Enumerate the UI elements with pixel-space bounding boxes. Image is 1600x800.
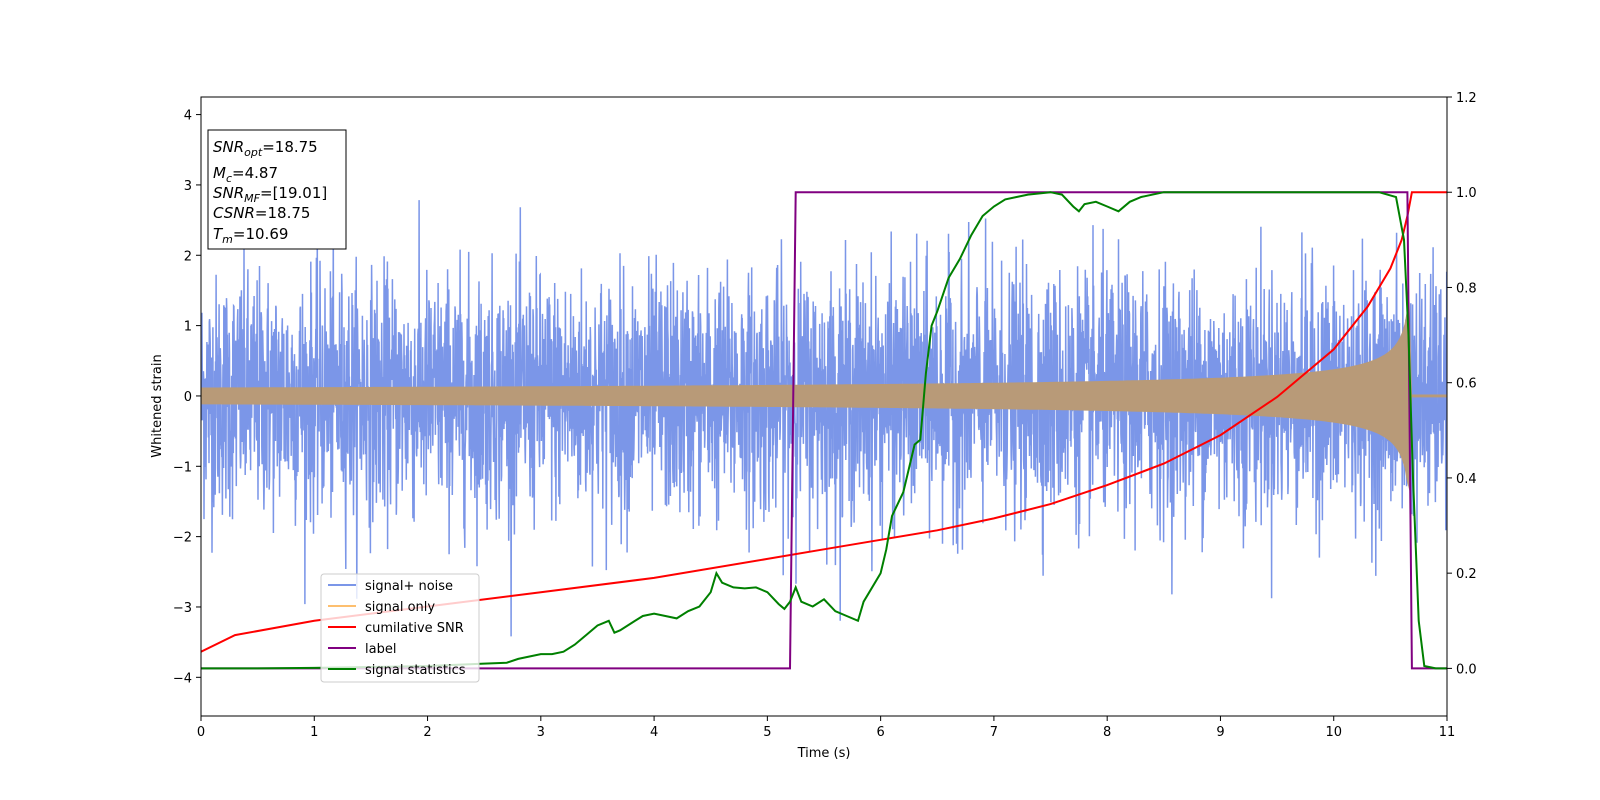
- y-tick-label: 1: [184, 320, 192, 335]
- cumulative-snr-line: [201, 191, 1447, 653]
- y-tick-label: 3: [184, 179, 192, 194]
- y-tick-label: 0: [184, 390, 192, 405]
- y-axis-title: Whitened strain: [150, 354, 165, 457]
- plot-frame: [200, 96, 1448, 717]
- info-tm: Tm=10.69: [213, 225, 288, 246]
- y2-tick-label: 0.2: [1456, 567, 1477, 582]
- y-tick-label: −3: [173, 601, 192, 616]
- x-tick-label: 8: [1103, 725, 1111, 740]
- x-tick-label: 11: [1439, 725, 1456, 740]
- legend-label-cumulative-snr: cumilative SNR: [365, 621, 464, 636]
- y-axis-right: 0.0 0.2 0.4 0.6 0.8 1.0 1.2: [1447, 91, 1477, 677]
- y2-tick-label: 1.0: [1456, 186, 1477, 201]
- legend-frame: [320, 573, 480, 683]
- info-snr-mf: SNRMF=[19.01]: [213, 184, 327, 205]
- info-mc: Mc=4.87: [213, 164, 278, 185]
- x-tick-label: 3: [537, 725, 545, 740]
- x-tick-label: 1: [310, 725, 318, 740]
- y2-tick-label: 0.6: [1456, 377, 1477, 392]
- y-tick-label: 2: [184, 249, 192, 264]
- y-tick-label: −2: [173, 531, 192, 546]
- signal-statistics-line: [201, 191, 1447, 670]
- y-axis-left: −4 −3 −2 −1 0 1 2 3 4: [173, 109, 201, 686]
- legend-label-signal-noise: signal+ noise: [365, 579, 453, 594]
- info-box: SNRopt=18.75 Mc=4.87 SNRMF=[19.01] CSNR=…: [207, 129, 347, 250]
- x-tick-label: 9: [1216, 725, 1224, 740]
- x-tick-label: 10: [1325, 725, 1342, 740]
- x-axis-title: Time (s): [797, 746, 851, 761]
- x-axis: 0 1 2 3 4 5 6 7 8 9 10 11: [197, 716, 1455, 740]
- x-tick-label: 6: [876, 725, 884, 740]
- y2-tick-label: 1.2: [1456, 91, 1477, 106]
- y2-tick-label: 0.4: [1456, 472, 1477, 487]
- x-tick-label: 5: [763, 725, 771, 740]
- legend: signal+ noise signal only cumilative SNR…: [320, 573, 480, 683]
- legend-label-signal-only: signal only: [365, 600, 435, 615]
- x-tick-label: 7: [990, 725, 998, 740]
- info-box-frame: [207, 129, 347, 250]
- y-tick-label: 4: [184, 109, 192, 124]
- y-tick-label: −4: [173, 671, 192, 686]
- signal-only-band: [201, 301, 1447, 491]
- x-tick-label: 0: [197, 725, 205, 740]
- info-csnr: CSNR=18.75: [213, 204, 310, 222]
- x-tick-label: 4: [650, 725, 658, 740]
- signal-noise-line: [201, 200, 1447, 637]
- label-line: [201, 191, 1447, 670]
- y2-tick-label: 0.0: [1456, 662, 1477, 677]
- y2-tick-label: 0.8: [1456, 281, 1477, 296]
- legend-label-signal-statistics: signal statistics: [365, 663, 466, 678]
- x-tick-label: 2: [423, 725, 431, 740]
- y-tick-label: −1: [173, 460, 192, 475]
- info-snr-opt: SNRopt=18.75: [213, 138, 318, 159]
- legend-label-label: label: [365, 642, 396, 657]
